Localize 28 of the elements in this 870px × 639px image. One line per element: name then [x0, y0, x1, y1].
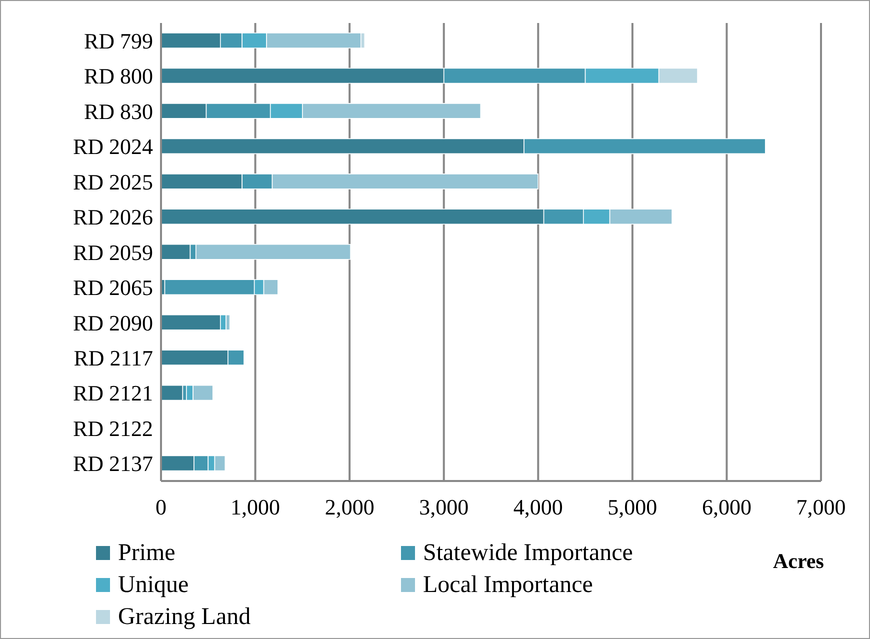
x-tick-label: 2,000	[324, 494, 374, 520]
y-tick-label: RD 799	[84, 28, 153, 54]
y-tick-label: RD 2122	[72, 416, 153, 441]
y-tick-label: RD 2117	[74, 346, 153, 370]
legend-label: Statewide Importance	[423, 539, 633, 568]
x-tick-label: 0	[156, 494, 166, 520]
x-tick-label: 1,000	[230, 494, 280, 520]
y-tick-label: RD 2065	[72, 275, 153, 300]
x-tick-label: 6,000	[702, 494, 752, 520]
x-tick-label: 7,000	[796, 494, 846, 520]
x-tick-label: 3,000	[419, 494, 469, 520]
x-tick-label: 4,000	[513, 494, 563, 520]
y-tick-label: RD 2025	[72, 169, 153, 194]
y-tick-label: RD 2024	[72, 134, 153, 160]
x-axis-title: Acres	[773, 549, 824, 574]
legend-label: Unique	[118, 571, 189, 600]
legend-label: Prime	[118, 539, 176, 568]
y-tick-label: RD 2090	[72, 310, 153, 336]
bar	[161, 384, 184, 401]
y-tick-label: RD 2059	[72, 240, 153, 265]
x-tick-label: 5,000	[608, 494, 658, 520]
y-tick-label: RD 2121	[72, 380, 153, 406]
y-tick-label: RD 2137	[72, 451, 153, 476]
y-tick-label: RD 830	[84, 98, 153, 124]
legend-label: Grazing Land	[118, 603, 251, 632]
legend-label: Local Importance	[423, 571, 593, 600]
y-tick-label: RD 800	[84, 64, 153, 89]
y-tick-label: RD 2026	[72, 204, 153, 230]
